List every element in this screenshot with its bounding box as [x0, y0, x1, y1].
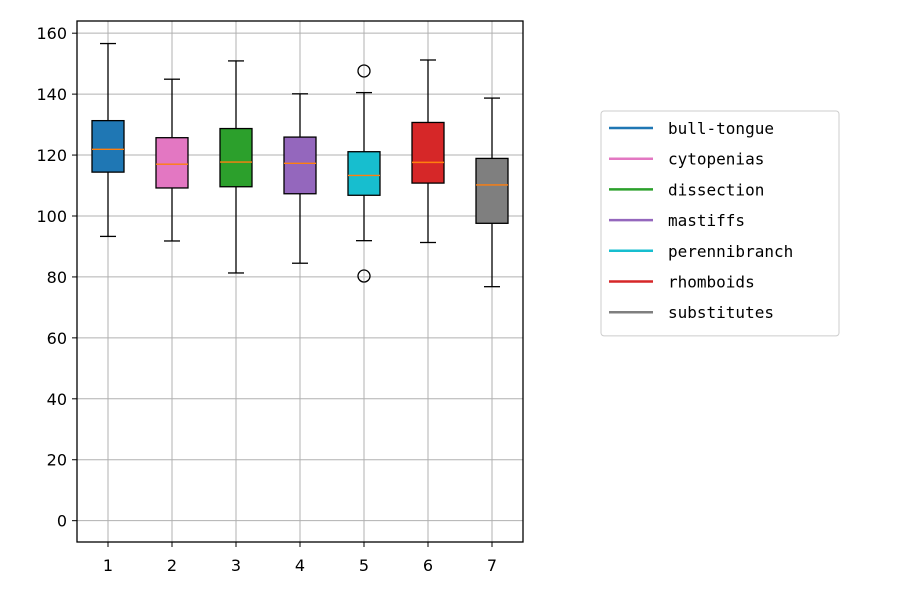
legend-frame [600, 110, 840, 337]
legend-label: substitutes [668, 303, 774, 322]
box-body [283, 136, 317, 195]
box-body [91, 119, 125, 173]
x-tick-label: 5 [359, 556, 369, 575]
legend-label: bull-tongue [668, 119, 774, 138]
outlier-point [357, 269, 371, 283]
legend-label: dissection [668, 180, 764, 199]
x-tick-label: 4 [295, 556, 305, 575]
legend: bull-tongue cytopenias dissection mastiffs p… [600, 110, 840, 337]
box-body [347, 151, 381, 196]
x-axis: 1 2 3 4 5 6 7 [103, 542, 497, 575]
legend-label: perennibranch [668, 242, 793, 261]
box-body [411, 121, 445, 184]
y-tick-label: 60 [47, 329, 67, 348]
box-bull-tongue [91, 42, 125, 238]
legend-label: mastiffs [668, 211, 745, 230]
y-tick-label: 160 [36, 24, 67, 43]
x-tick-label: 1 [103, 556, 113, 575]
x-tick-label: 3 [231, 556, 241, 575]
box-substitutes [475, 97, 509, 288]
outlier-point [357, 64, 371, 78]
y-axis: 0 20 40 60 80 100 120 140 160 [36, 24, 77, 531]
y-tick-label: 20 [47, 451, 67, 470]
box-plot-series [91, 42, 509, 288]
box-rhomboids [411, 59, 445, 244]
box-dissection [219, 60, 253, 274]
y-tick-label: 120 [36, 146, 67, 165]
box-mastiffs [283, 93, 317, 264]
y-tick-label: 100 [36, 207, 67, 226]
box-body [155, 137, 189, 189]
x-tick-label: 2 [167, 556, 177, 575]
y-tick-label: 80 [47, 268, 67, 287]
box-cytopenias [155, 78, 189, 242]
y-tick-label: 0 [57, 512, 67, 531]
x-tick-label: 6 [423, 556, 433, 575]
legend-label: rhomboids [668, 273, 755, 292]
box-body [475, 157, 509, 224]
y-tick-label: 40 [47, 390, 67, 409]
legend-label: cytopenias [668, 150, 764, 169]
box-body [219, 127, 253, 188]
y-tick-label: 140 [36, 85, 67, 104]
x-tick-label: 7 [487, 556, 497, 575]
box-perennibranch [347, 64, 381, 283]
